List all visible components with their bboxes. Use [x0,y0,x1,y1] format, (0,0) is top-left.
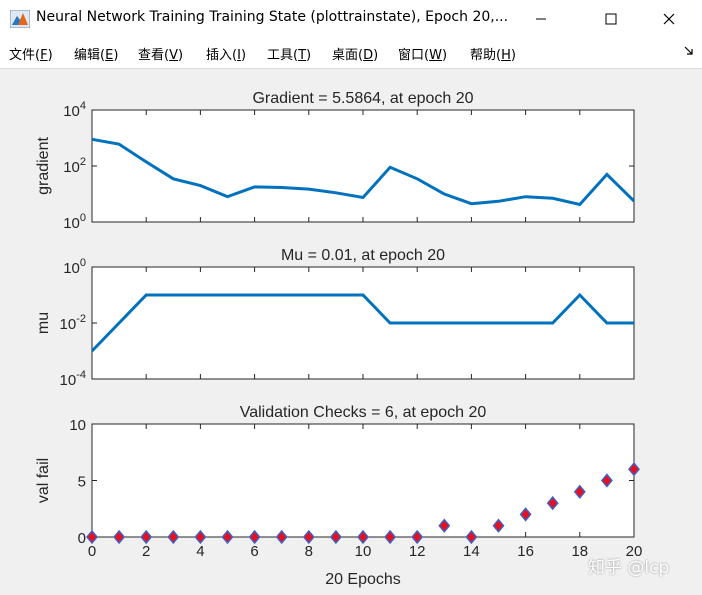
data-point [113,529,126,545]
y-tick-label: 10-4 [60,369,86,389]
data-point [384,529,397,545]
menu-help[interactable]: 帮助(H) [470,48,516,63]
x-tick-label: 4 [196,543,204,560]
data-point [492,518,505,533]
x-tick-label: 16 [517,543,534,560]
x-axis-label: 20 Epochs [325,571,401,588]
series-line [90,292,634,353]
x-tick-label: 14 [463,543,480,560]
chart-title: Validation Checks = 6, at epoch 20 [240,404,487,421]
close-icon [663,13,675,25]
data-point [329,529,342,545]
close-button[interactable] [646,0,692,38]
menu-edit[interactable]: 编辑(E) [74,48,119,63]
data-point [519,507,532,522]
series-line [91,137,636,207]
data-point [86,529,98,545]
data-point [302,529,315,545]
subplot-3: Validation Checks = 6, at epoch 20 0 2 4 6 8 1… [35,404,642,588]
training-state-plot: Gradient = 5.5864, at epoch 20100102104g… [35,90,642,588]
data-point [194,529,207,545]
menu-tools[interactable]: 工具(T) [267,48,312,63]
menu-desktop[interactable]: 桌面(D) [332,48,379,63]
data-point [546,495,559,511]
data-point [275,529,288,545]
y-tick-label: 100 [63,212,86,232]
maximize-icon [605,13,617,25]
y-tick-label: 5 [78,474,86,491]
window-title: Neural Network Training Training State (… [36,9,509,25]
title-bar: Neural Network Training Training State (… [0,0,702,38]
maximize-button[interactable] [588,0,634,38]
axes-box [91,423,635,538]
data-point [248,529,261,545]
y-tick-label: 104 [63,100,86,120]
data-point [438,518,451,533]
menu-insert[interactable]: 插入(I) [206,48,247,63]
menu-view[interactable]: 查看(V) [138,48,184,63]
data-point [411,529,424,545]
x-tick-label: 6 [250,543,258,560]
chart-title: Gradient = 5.5864, at epoch 20 [252,90,473,107]
x-tick-label: 18 [571,543,588,560]
data-point [465,529,478,545]
data-point [221,529,234,545]
subplot-2: Mu = 0.01, at epoch 20 10-4 10-2 100 mu [35,247,635,389]
x-tick-label: 12 [409,543,426,560]
x-tick-label: 0 [88,543,96,560]
x-tick-label: 2 [142,543,150,560]
data-point [140,529,153,545]
menu-window[interactable]: 窗口(W) [398,48,448,63]
y-tick-label: 10-2 [60,313,86,333]
x-tick-label: 8 [305,543,313,560]
subplot-1: Gradient = 5.5864, at epoch 20 100 102 104 g… [35,90,636,232]
menu-file[interactable]: 文件(F) [9,48,53,63]
y-tick-label: 10 [69,417,86,434]
data-point [167,529,180,545]
y-tick-label: 102 [63,156,86,176]
data-point [357,529,369,545]
matlab-icon [10,10,30,28]
y-tick-label: 100 [63,257,86,277]
menu-bar: 文件(F) 编辑(E) 查看(V) 插入(I) 工具(T) 桌面(D) 窗口(W… [0,38,702,69]
y-axis-label: gradient [35,137,52,195]
chart-title: Mu = 0.01, at epoch 20 [281,247,445,264]
dock-arrow-icon[interactable] [684,46,694,56]
watermark: 知乎 @lcp [588,558,670,578]
y-tick-label: 0 [78,530,86,547]
data-point [573,484,586,499]
data-point [628,462,640,477]
minimize-icon [536,18,546,20]
y-axis-label: val fail [35,458,52,503]
axes-box [91,109,635,223]
minimize-button[interactable] [518,0,564,38]
data-point [600,473,613,488]
x-tick-label: 10 [355,543,372,560]
x-tick-label: 20 [626,543,643,560]
y-axis-label: mu [35,312,52,334]
